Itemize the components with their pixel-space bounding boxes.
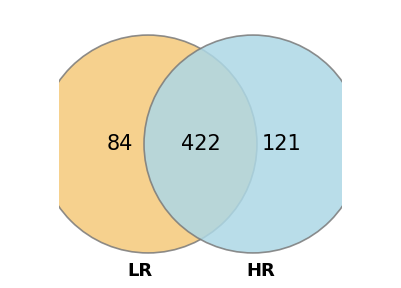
- Circle shape: [39, 35, 257, 253]
- Text: HR: HR: [247, 262, 275, 280]
- Text: 121: 121: [261, 134, 301, 154]
- Text: 84: 84: [107, 134, 133, 154]
- Text: LR: LR: [128, 262, 152, 280]
- Circle shape: [144, 35, 362, 253]
- Text: 422: 422: [180, 134, 221, 154]
